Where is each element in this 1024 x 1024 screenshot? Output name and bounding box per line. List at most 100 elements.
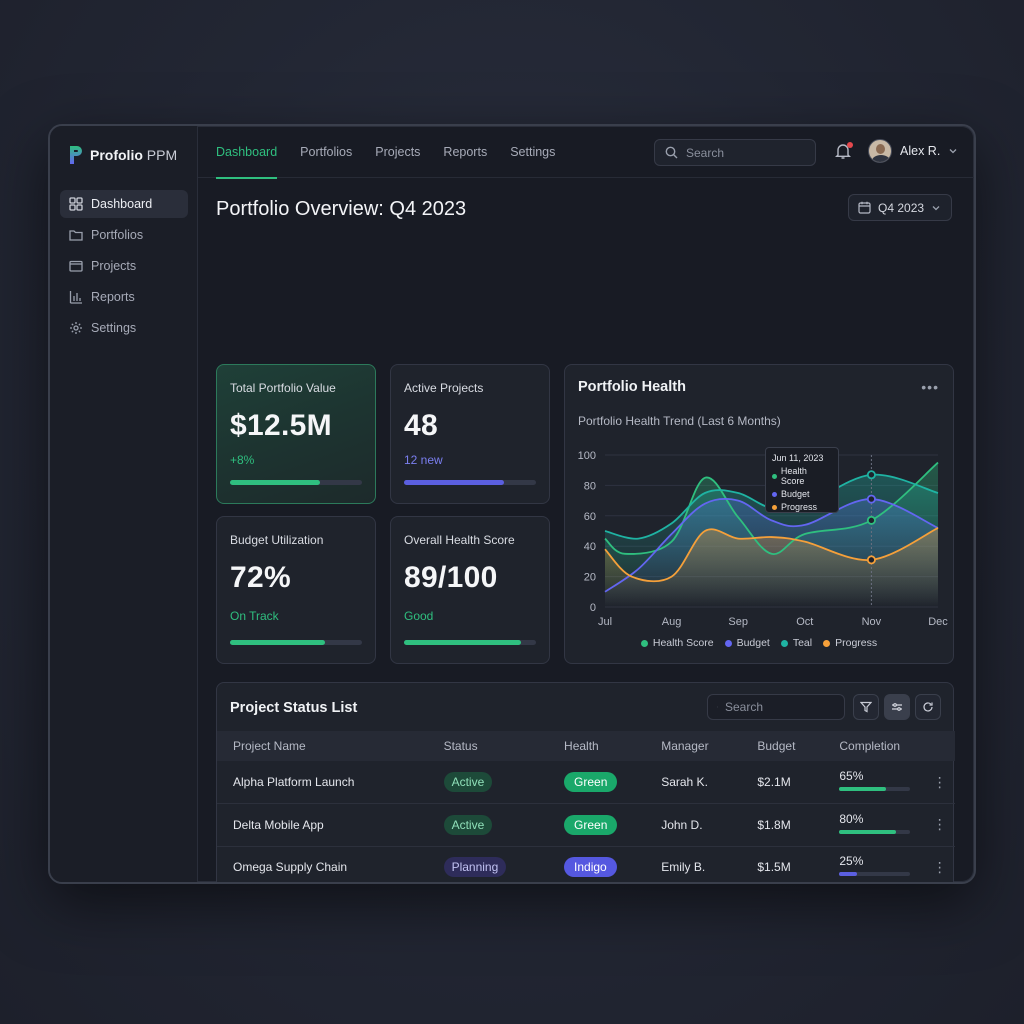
column-header-project-name[interactable]: Project Name [233, 739, 306, 753]
kpi-progress-fill [230, 640, 326, 645]
y-tick-label: 40 [584, 541, 596, 553]
app-window: Profolio PPM Dashboard Portfolios Projec… [48, 124, 976, 884]
kpi-progress-fill [230, 480, 320, 485]
completion-cell: 65% [823, 761, 925, 804]
sidebar-item-portfolios[interactable]: Portfolios [60, 221, 188, 249]
table-row[interactable]: Alpha Platform Launch Active Green Sarah K.… [217, 761, 955, 804]
health-cell: Green [548, 761, 646, 804]
project-status-table: Project Name Status Health Manager Budge… [217, 731, 955, 882]
project-status-card: Project Status List Project Name Status [216, 682, 955, 882]
filter-icon [860, 701, 872, 713]
legend-item-progress[interactable]: Progress [823, 637, 877, 649]
health-trend-chart[interactable]: 0 20 40 60 80 100 Jul Aug Sep Oct Nov Dec [565, 365, 955, 665]
refresh-button[interactable] [915, 694, 941, 720]
row-menu-icon[interactable]: ⋮ [924, 803, 955, 847]
column-header-status[interactable]: Status [443, 739, 478, 753]
table-search-input[interactable] [725, 700, 835, 714]
sidebar-item-label: Dashboard [91, 197, 153, 211]
table-search[interactable] [707, 694, 845, 720]
kpi-total-portfolio-value[interactable]: Total Portfolio Value $12.5M +8% [216, 364, 376, 504]
notifications-button[interactable] [834, 142, 854, 162]
sidebar-item-label: Reports [91, 290, 135, 304]
tooltip-swatch [772, 504, 777, 510]
column-header-budget[interactable]: Budget [757, 739, 796, 753]
kpi-active-projects[interactable]: Active Projects 48 12 new [390, 364, 550, 504]
project-name[interactable]: Omega Supply Chain [217, 846, 428, 882]
quarter-select[interactable]: Q4 2023 [848, 194, 952, 221]
row-menu-icon[interactable]: ⋮ [924, 761, 955, 804]
kpi-change: 12 new [404, 453, 443, 467]
bell-icon [835, 144, 851, 159]
completion-percent: 25% [839, 854, 864, 869]
user-menu[interactable]: Alex R. [868, 139, 958, 163]
bar-chart-icon [69, 291, 82, 304]
legend-item-budget[interactable]: Budget [724, 637, 770, 649]
completion-fill [839, 872, 858, 877]
page-title: Portfolio Overview: Q4 2023 [216, 198, 467, 220]
sidebar-item-projects[interactable]: Projects [60, 252, 188, 280]
column-header-manager[interactable]: Manager [661, 739, 709, 753]
search-icon [717, 706, 718, 708]
adjust-columns-button[interactable] [884, 694, 910, 720]
sidebar-item-dashboard[interactable]: Dashboard [60, 190, 188, 218]
tooltip-date: Jun 11, 2023 [772, 453, 824, 463]
search-input[interactable] [686, 145, 796, 160]
manager-name: John D. [645, 803, 742, 847]
table-row[interactable]: Omega Supply Chain Planning Indigo Emily B.… [217, 846, 955, 882]
tab-dashboard[interactable]: Dashboard [216, 126, 278, 179]
x-tick-label: Aug [662, 616, 682, 628]
completion-cell: 80% [823, 803, 925, 847]
legend-item-health-score[interactable]: Health Score [640, 637, 714, 649]
kpi-change: +8% [230, 453, 255, 467]
table-row[interactable]: Delta Mobile App Active Green John D. $1.8M 8… [217, 803, 955, 847]
column-header-completion[interactable]: Completion [839, 739, 901, 753]
global-search[interactable] [654, 139, 816, 166]
tab-reports[interactable]: Reports [443, 145, 488, 159]
legend-label: Teal [792, 637, 813, 649]
y-tick-label: 100 [578, 450, 596, 462]
tooltip-row: Progress [772, 502, 832, 512]
sidebar-item-reports[interactable]: Reports [60, 283, 188, 311]
more-options-icon[interactable]: ••• [921, 379, 939, 395]
kpi-overall-health-score[interactable]: Overall Health Score 89/100 Good [390, 516, 550, 664]
x-tick-label: Sep [728, 616, 748, 628]
kpi-value: $12.5M [230, 409, 332, 442]
legend-label: Progress [835, 637, 878, 649]
series-line-budget [604, 497, 939, 593]
sidebar-item-settings[interactable]: Settings [60, 314, 188, 342]
project-name[interactable]: Alpha Platform Launch [217, 761, 428, 804]
legend-swatch [780, 639, 788, 647]
sidebar: Profolio PPM Dashboard Portfolios Projec… [50, 126, 198, 882]
column-header-health[interactable]: Health [564, 739, 599, 753]
tab-portfolios[interactable]: Portfolios [300, 145, 353, 159]
budget-value: $1.8M [741, 803, 824, 847]
series-line-health-score [604, 461, 939, 555]
gear-icon [70, 322, 82, 334]
kpi-budget-utilization[interactable]: Budget Utilization 72% On Track [216, 516, 376, 664]
app-logo[interactable]: Profolio PPM [68, 144, 177, 166]
budget-value: $2.1M [741, 761, 824, 804]
tab-projects[interactable]: Projects [375, 145, 421, 159]
series-line-progress [604, 527, 939, 583]
logo-icon [70, 146, 82, 164]
filter-button[interactable] [853, 694, 879, 720]
sidebar-item-label: Projects [91, 259, 137, 273]
kpi-progress-bar [404, 480, 536, 485]
kpi-status: Good [404, 609, 434, 623]
tooltip-label: Progress [781, 502, 818, 512]
chart-legend: Health Score Budget Teal Progress [565, 637, 953, 649]
legend-swatch [724, 639, 732, 647]
legend-label: Budget [736, 637, 770, 649]
row-menu-icon[interactable]: ⋮ [924, 846, 955, 882]
health-badge: Green [564, 814, 618, 835]
column-header-actions [925, 731, 955, 761]
y-tick-label: 60 [584, 511, 596, 523]
status-cell: Active [427, 761, 549, 804]
completion-bar [839, 787, 911, 791]
project-name[interactable]: Delta Mobile App [217, 803, 428, 847]
tab-settings[interactable]: Settings [510, 145, 556, 159]
x-tick-label: Oct [796, 616, 813, 628]
completion-bar [839, 872, 911, 877]
legend-item-teal[interactable]: Teal [780, 637, 813, 649]
sidebar-nav: Dashboard Portfolios Projects Reports Se… [60, 190, 188, 345]
